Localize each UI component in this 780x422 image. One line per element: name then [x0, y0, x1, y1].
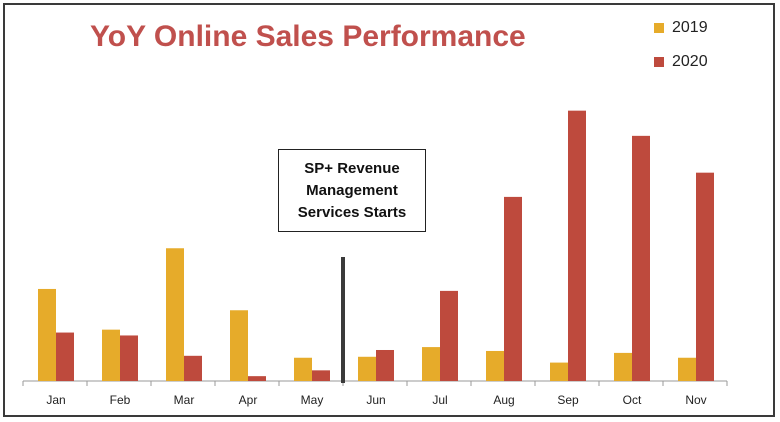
- bar-2020-oct: [632, 135, 650, 381]
- bar-2019-sep: [550, 362, 568, 381]
- bar-2020-may: [312, 370, 330, 381]
- x-tick-label-jan: Jan: [46, 393, 65, 407]
- legend-swatch-2019: [654, 22, 664, 33]
- bar-2020-aug: [504, 196, 522, 381]
- x-tick-label-may: May: [301, 393, 324, 407]
- legend-item-2019: 2019: [654, 17, 708, 38]
- bar-2020-apr: [248, 376, 266, 381]
- x-tick-label-apr: Apr: [239, 393, 258, 407]
- bar-2019-jun: [358, 356, 376, 381]
- bar-2019-feb: [102, 329, 120, 381]
- x-tick-label-aug: Aug: [493, 393, 514, 407]
- bar-2019-apr: [230, 310, 248, 381]
- chart-title: YoY Online Sales Performance: [90, 20, 526, 53]
- bar-2020-feb: [120, 335, 138, 381]
- legend-label-2020: 2020: [672, 52, 708, 70]
- bar-2019-may: [294, 357, 312, 381]
- annotation-line-3: Services Starts: [297, 203, 407, 221]
- bar-2020-sep: [568, 110, 586, 381]
- bar-2020-jul: [440, 290, 458, 381]
- bar-2019-oct: [614, 352, 632, 381]
- bar-2019-aug: [486, 350, 504, 381]
- bar-2019-jan: [38, 288, 56, 381]
- x-tick-label-mar: Mar: [174, 393, 195, 407]
- bar-2019-jul: [422, 347, 440, 381]
- bar-2020-jan: [56, 332, 74, 381]
- annotation-line-2: Management: [306, 181, 398, 199]
- x-tick-label-jul: Jul: [432, 393, 447, 407]
- legend-item-2020: 2020: [654, 51, 708, 72]
- bar-2020-mar: [184, 355, 202, 381]
- x-tick-label-oct: Oct: [623, 393, 642, 407]
- annotation-box: SP+ Revenue Management Services Starts: [278, 149, 426, 232]
- legend-label-2019: 2019: [672, 18, 708, 36]
- legend-swatch-2020: [654, 56, 664, 67]
- legend: 2019 2020: [654, 17, 708, 85]
- x-tick-label-nov: Nov: [685, 393, 706, 407]
- bar-2019-nov: [678, 357, 696, 381]
- annotation-line-1: SP+ Revenue: [304, 159, 400, 177]
- x-tick-label-feb: Feb: [110, 393, 131, 407]
- bar-2020-jun: [376, 349, 394, 381]
- x-tick-label-sep: Sep: [557, 393, 579, 407]
- bar-2019-mar: [166, 248, 184, 381]
- bar-2020-nov: [696, 172, 714, 381]
- x-tick-label-jun: Jun: [366, 393, 385, 407]
